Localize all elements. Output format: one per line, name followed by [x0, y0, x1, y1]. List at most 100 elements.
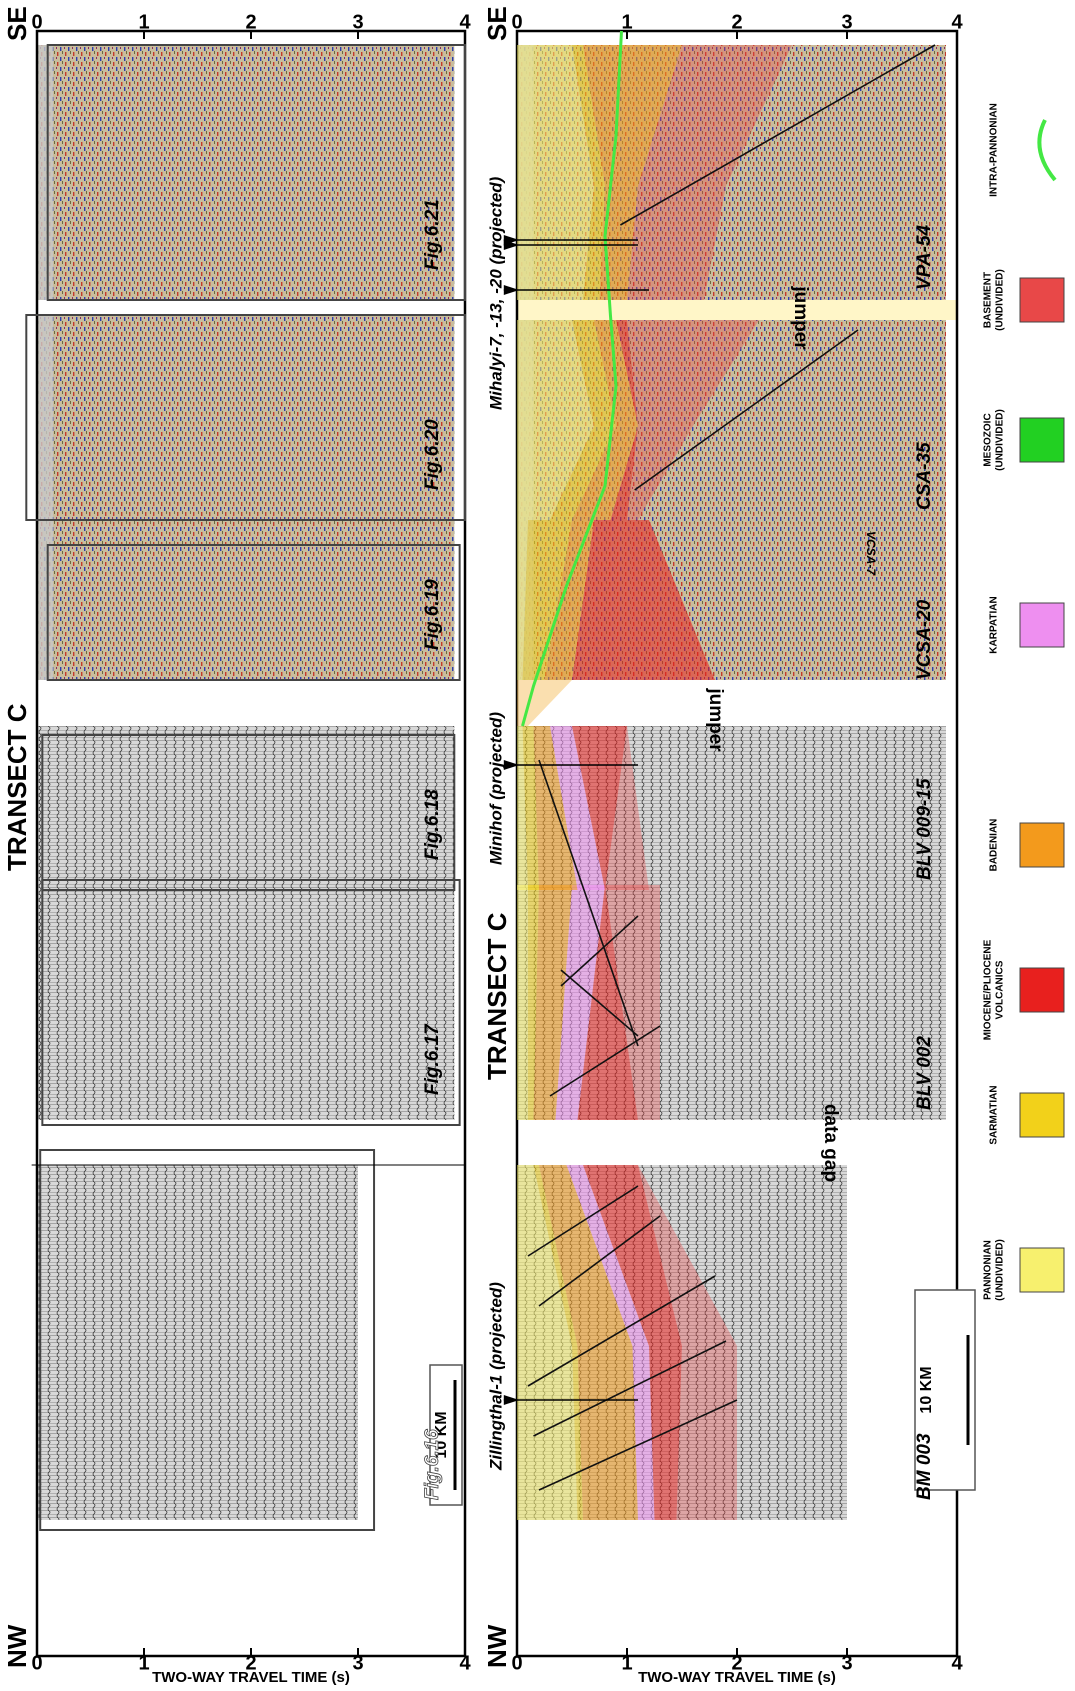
scale-label: 10 KM	[918, 1366, 935, 1413]
tick-label: 1	[138, 1652, 149, 1674]
layer	[533, 1165, 583, 1520]
layer	[517, 45, 594, 300]
layer	[566, 1165, 655, 1520]
legend-swatch	[1019, 417, 1065, 463]
tick-label: 4	[459, 1652, 471, 1674]
tick-label: 2	[731, 1652, 742, 1674]
layer	[627, 45, 792, 300]
tick-label: 3	[841, 1652, 852, 1674]
layer	[610, 320, 638, 520]
legend-label: INTRA-PANNONIAN	[989, 103, 1000, 197]
layer	[583, 1165, 682, 1520]
seismic-section	[37, 726, 455, 890]
seismic-section	[37, 315, 455, 520]
legend-label: KARPATIAN	[989, 596, 1000, 653]
tick-label: 0	[511, 1652, 522, 1674]
layer	[533, 885, 572, 1120]
layer	[555, 885, 605, 1120]
well-arrow	[503, 285, 520, 295]
fault	[538, 1399, 738, 1491]
tick-label: 3	[841, 11, 852, 33]
transect-label: TRANSECT C	[2, 703, 32, 871]
figure-box	[25, 314, 467, 521]
figure-label: Fig.6.17	[422, 1023, 443, 1095]
figure-label: Fig.6.20	[422, 419, 443, 490]
legend-swatch	[1019, 1247, 1065, 1293]
fault	[533, 1340, 727, 1437]
legend-label: BADENIAN	[989, 819, 1000, 872]
layer	[577, 885, 638, 1120]
legend-label: PANNONIAN	[983, 1240, 994, 1300]
layer	[605, 885, 660, 1120]
legend-swatch	[1019, 822, 1065, 868]
note-label: data gap	[820, 1104, 841, 1182]
tick-label: 0	[31, 11, 42, 33]
legend-label: MESOZOIC	[983, 413, 994, 466]
well-label: Mihalyi-7, -13, -20 (projected)	[486, 176, 505, 410]
figure-label: Fig.6.18	[422, 789, 443, 860]
figure-box	[39, 1149, 376, 1531]
line-label: VCSA-7	[864, 531, 878, 576]
note-label: jumper	[790, 285, 811, 350]
legend-swatch	[1019, 602, 1065, 648]
direction-end: SE	[2, 6, 32, 41]
scale-box	[914, 1289, 976, 1491]
layer	[638, 1165, 737, 1520]
seismic-section	[37, 885, 455, 1120]
no-data-strip	[37, 520, 54, 680]
legend-swatch	[1019, 277, 1065, 323]
tick-label: 4	[951, 11, 963, 33]
legend-swatch	[1019, 967, 1065, 1013]
tick-label: 0	[511, 11, 522, 33]
tick-label: 2	[245, 1652, 256, 1674]
tick-label: 1	[621, 1652, 632, 1674]
layer	[605, 726, 649, 890]
layer	[572, 726, 627, 890]
seismic-section	[37, 1165, 358, 1520]
tick-label: 0	[31, 1652, 42, 1674]
line-label: BLV 002	[914, 1036, 935, 1110]
tick-label: 3	[352, 1652, 363, 1674]
layer	[539, 1165, 638, 1520]
direction-start: NW	[482, 1624, 512, 1668]
legend-label: SARMATIAN	[989, 1085, 1000, 1144]
well-arrow	[503, 1395, 520, 1405]
legend-line	[1037, 119, 1057, 182]
legend-label: (UNDIVIDED)	[995, 409, 1006, 471]
layer	[517, 320, 594, 520]
fault	[527, 1275, 716, 1387]
line-label: BLV 009-15	[914, 778, 935, 880]
layer	[627, 320, 759, 520]
layer	[550, 320, 616, 520]
no-data-strip	[37, 315, 54, 520]
layer	[528, 885, 539, 1120]
legend-swatch	[1019, 1092, 1065, 1138]
tick-label: 1	[138, 11, 149, 33]
no-data-strip	[37, 45, 54, 300]
well-label: Zillingthal-1 (projected)	[486, 1282, 505, 1471]
well-label: Minihof (projected)	[486, 712, 505, 865]
direction-end: SE	[482, 6, 512, 41]
layer	[572, 45, 605, 300]
rotated-figure: 0 0 1 1 2 2 3 3 4 4 TWO-WAY TRAVEL TIME (s) NW SE TRA…	[2, 6, 1065, 1686]
note-label: jumper	[705, 687, 726, 752]
axis-title: TWO-WAY TRAVEL TIME (s)	[152, 1669, 350, 1686]
line-label: VCSA-20	[914, 599, 935, 680]
fault	[549, 1025, 661, 1097]
fault	[538, 1215, 661, 1307]
layer	[517, 520, 528, 680]
jumper-strip	[517, 300, 957, 320]
fault	[620, 44, 936, 226]
scale-label: 10 KM	[433, 1411, 450, 1458]
seismic-section	[37, 45, 455, 300]
direction-start: NW	[2, 1624, 32, 1668]
transect-label: TRANSECT C	[482, 912, 512, 1080]
figure-label: Fig.6.19	[422, 579, 443, 650]
layer	[522, 520, 572, 680]
layer	[544, 520, 594, 680]
legend-label: MIOCENE/PLIOCENE	[983, 939, 994, 1040]
tick-label: 2	[731, 11, 742, 33]
tick-label: 1	[621, 11, 632, 33]
legend-label: (UNDIVIDED)	[995, 1239, 1006, 1301]
